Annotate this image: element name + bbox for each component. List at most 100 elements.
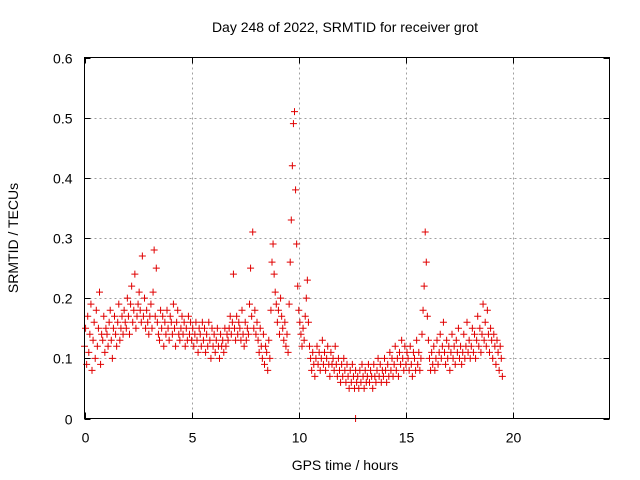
data-point [107,336,115,344]
data-point [266,354,274,362]
data-point [267,306,275,314]
data-point [248,312,256,320]
data-point [90,318,98,326]
data-point [318,336,326,344]
data-point [413,336,421,344]
data-point [424,336,432,344]
data-point [181,342,189,350]
data-point [416,366,424,374]
data-point [205,318,213,326]
data-point [101,348,109,356]
data-point [404,354,412,362]
data-point [139,312,147,320]
data-point [166,312,174,320]
data-point [323,354,331,362]
chart-title: Day 248 of 2022, SRMTID for receiver gro… [212,19,478,35]
data-point [292,186,300,194]
data-point [104,342,112,350]
data-point [207,354,215,362]
y-tick-label: 0.3 [53,231,73,247]
data-point [449,354,457,362]
data-point [154,330,162,338]
data-point [174,306,182,314]
data-point [458,360,466,368]
data-point [492,360,500,368]
data-point [99,336,107,344]
data-point [163,306,171,314]
data-point [132,324,140,332]
data-point [376,360,384,368]
data-point [111,312,118,320]
data-point [406,342,414,350]
data-point [85,348,93,356]
data-point [148,324,156,332]
data-point [96,288,103,296]
data-point [97,360,105,368]
data-point [443,336,451,344]
data-point [331,342,339,350]
data-point [127,300,135,308]
data-point [301,312,309,320]
data-point [92,306,100,314]
data-point [105,318,113,326]
y-tick-label: 0.6 [53,51,73,67]
data-point [251,306,259,314]
data-point [411,354,418,362]
data-point [286,258,294,266]
data-point [277,294,285,302]
x-tick-label: 20 [506,430,522,446]
data-point [109,324,117,332]
data-point [496,342,504,350]
data-point [274,306,282,314]
data-point [241,318,249,326]
y-tick-label: 0.1 [53,351,73,367]
data-point [381,354,388,362]
data-point [428,348,436,356]
data-point [288,162,296,170]
data-point [233,312,241,320]
data-point [162,330,170,338]
data-point [477,348,485,356]
data-point [151,312,159,320]
data-point [165,336,173,344]
data-point [268,258,276,266]
data-point [211,348,219,356]
data-point [475,342,483,350]
data-point [423,312,431,320]
data-point [340,354,348,362]
data-point [433,336,441,344]
data-point [194,348,202,356]
data-point [480,336,488,344]
data-point [142,324,150,332]
x-tick-label: 10 [292,430,308,446]
grid-lines [84,57,610,419]
y-tick-labels: 0 0.1 0.2 0.3 0.4 0.5 0.6 [53,51,73,428]
data-point [126,330,133,338]
data-point [184,312,192,320]
data-point [246,300,253,308]
data-point [198,318,206,326]
data-point [160,342,168,350]
data-point [431,366,439,374]
data-point [88,366,96,374]
data-point [446,366,454,374]
data-point [238,306,246,314]
data-point [490,330,498,338]
data-point [149,288,157,296]
data-point [176,336,184,344]
data-point [130,306,138,314]
data-point [264,366,272,374]
data-point [311,372,319,380]
data-point [289,120,297,128]
data-point [479,300,487,308]
data-point [434,360,442,368]
data-point [297,330,305,338]
data-point [179,330,187,338]
data-point [102,324,110,332]
data-point [299,324,307,332]
series-srmtid [81,108,506,392]
data-point [447,348,455,356]
data-point [419,306,427,314]
data-point [206,336,214,344]
